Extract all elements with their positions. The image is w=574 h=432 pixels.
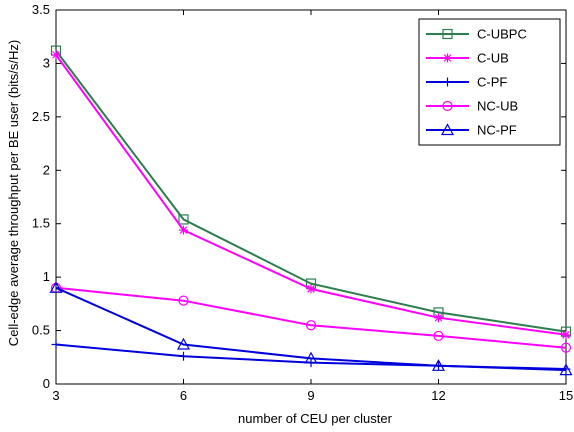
legend-marker	[443, 77, 452, 87]
legend-label: C-PF	[477, 75, 507, 90]
data-point	[49, 281, 63, 293]
legend-entry: C-PF	[426, 75, 507, 90]
series-line	[55, 49, 567, 333]
x-tick-label: 15	[559, 388, 573, 403]
x-axis-label: number of CEU per cluster	[238, 411, 393, 426]
data-point	[434, 313, 443, 323]
y-tick-label: 0	[43, 376, 50, 391]
legend-entry: NC-UB	[426, 99, 518, 114]
data-point	[305, 320, 317, 331]
legend-entry: NC-PF	[426, 123, 517, 138]
x-tick-label: 3	[52, 388, 59, 403]
series-group	[49, 45, 573, 376]
series-line	[55, 286, 567, 372]
legend-label: NC-UB	[477, 99, 518, 114]
legend: C-UBPC C-UB C-PF NC-UB NC-PF	[418, 18, 561, 146]
y-tick-label: 1	[43, 269, 50, 284]
legend-marker	[442, 28, 453, 40]
x-tick-label: 6	[180, 388, 187, 403]
legend-marker	[442, 100, 453, 112]
y-tick-label: 3	[43, 55, 50, 70]
y-tick-label: 1.5	[32, 216, 50, 231]
y-tick-label: 3.5	[32, 2, 50, 17]
legend-label: C-UB	[477, 51, 509, 66]
data-point	[51, 339, 61, 349]
series-nc-pf	[49, 281, 573, 376]
data-point	[559, 363, 573, 376]
data-point	[431, 359, 446, 371]
x-tick-label: 12	[431, 388, 445, 403]
legend-marker	[440, 123, 455, 136]
data-point	[561, 330, 571, 340]
data-point	[179, 225, 188, 235]
data-point	[179, 351, 188, 361]
data-point	[433, 330, 444, 342]
legend-entry: C-UB	[426, 51, 509, 66]
x-tick-label: 9	[307, 388, 314, 403]
data-point	[178, 214, 189, 225]
data-point	[51, 50, 61, 60]
y-axis-label: Cell-edge average throughput per BE user…	[6, 40, 21, 346]
legend-marker	[443, 53, 452, 63]
legend-label: C-UBPC	[477, 27, 527, 42]
y-tick-label: 2	[43, 162, 50, 177]
series-line	[55, 286, 567, 349]
data-point	[560, 342, 572, 353]
data-point	[176, 337, 191, 350]
y-tick-label: 0.5	[32, 323, 50, 338]
legend-entry: C-UBPC	[426, 27, 527, 42]
data-point	[178, 295, 189, 306]
data-point	[306, 284, 316, 294]
y-tick-label: 2.5	[32, 109, 50, 124]
legend-label: NC-PF	[477, 123, 517, 138]
series-c-ub	[51, 50, 571, 340]
data-point	[304, 351, 318, 364]
